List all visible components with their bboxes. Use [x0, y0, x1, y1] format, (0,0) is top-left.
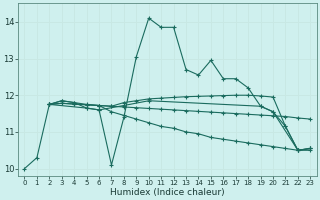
X-axis label: Humidex (Indice chaleur): Humidex (Indice chaleur) [110, 188, 225, 197]
